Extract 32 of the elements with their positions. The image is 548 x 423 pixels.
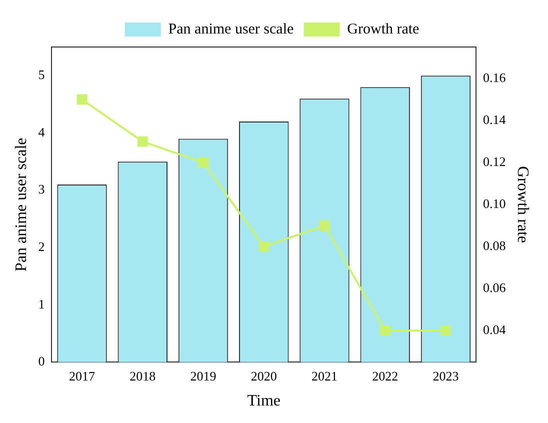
x-tick-label: 2021 bbox=[311, 368, 338, 384]
x-tick-label: 2023 bbox=[432, 368, 459, 384]
point bbox=[137, 136, 148, 147]
point bbox=[198, 157, 208, 168]
point bbox=[380, 325, 390, 336]
legend-label: Growth rate bbox=[347, 21, 420, 38]
x-tick-label: 2017 bbox=[69, 368, 96, 384]
point bbox=[76, 94, 88, 105]
x-axis-title: Time bbox=[247, 392, 280, 410]
x-tick-label: 2018 bbox=[130, 368, 156, 384]
y-tick-label: 0 bbox=[38, 354, 45, 369]
y-tick-label: 1 bbox=[38, 296, 45, 312]
x-tick-label: 2020 bbox=[250, 368, 277, 384]
point bbox=[440, 325, 451, 336]
y-tick-label: 2 bbox=[38, 239, 45, 254]
y2-tick-label: 0.12 bbox=[483, 154, 506, 169]
y2-tick-label: 0.04 bbox=[483, 322, 506, 338]
x-tick-label: 2022 bbox=[372, 368, 398, 384]
y2-axis-title: Growth rate bbox=[514, 166, 532, 244]
y2-tick-label: 0.16 bbox=[483, 70, 506, 85]
point bbox=[319, 220, 330, 231]
y2-tick-label: 0.10 bbox=[483, 196, 506, 212]
y-tick-label: 3 bbox=[38, 182, 45, 197]
y2-tick-label: 0.14 bbox=[483, 112, 506, 127]
y-tick-label: 5 bbox=[38, 67, 45, 82]
x-tick-label: 2019 bbox=[190, 368, 216, 384]
point bbox=[258, 241, 270, 252]
y2-tick-label: 0.08 bbox=[483, 238, 506, 254]
y-tick-label: 4 bbox=[38, 124, 46, 140]
legend-label: Pan anime user scale bbox=[168, 21, 294, 38]
y2-tick-label: 0.06 bbox=[483, 280, 506, 296]
y-axis-title: Pan anime user scale bbox=[12, 138, 30, 272]
